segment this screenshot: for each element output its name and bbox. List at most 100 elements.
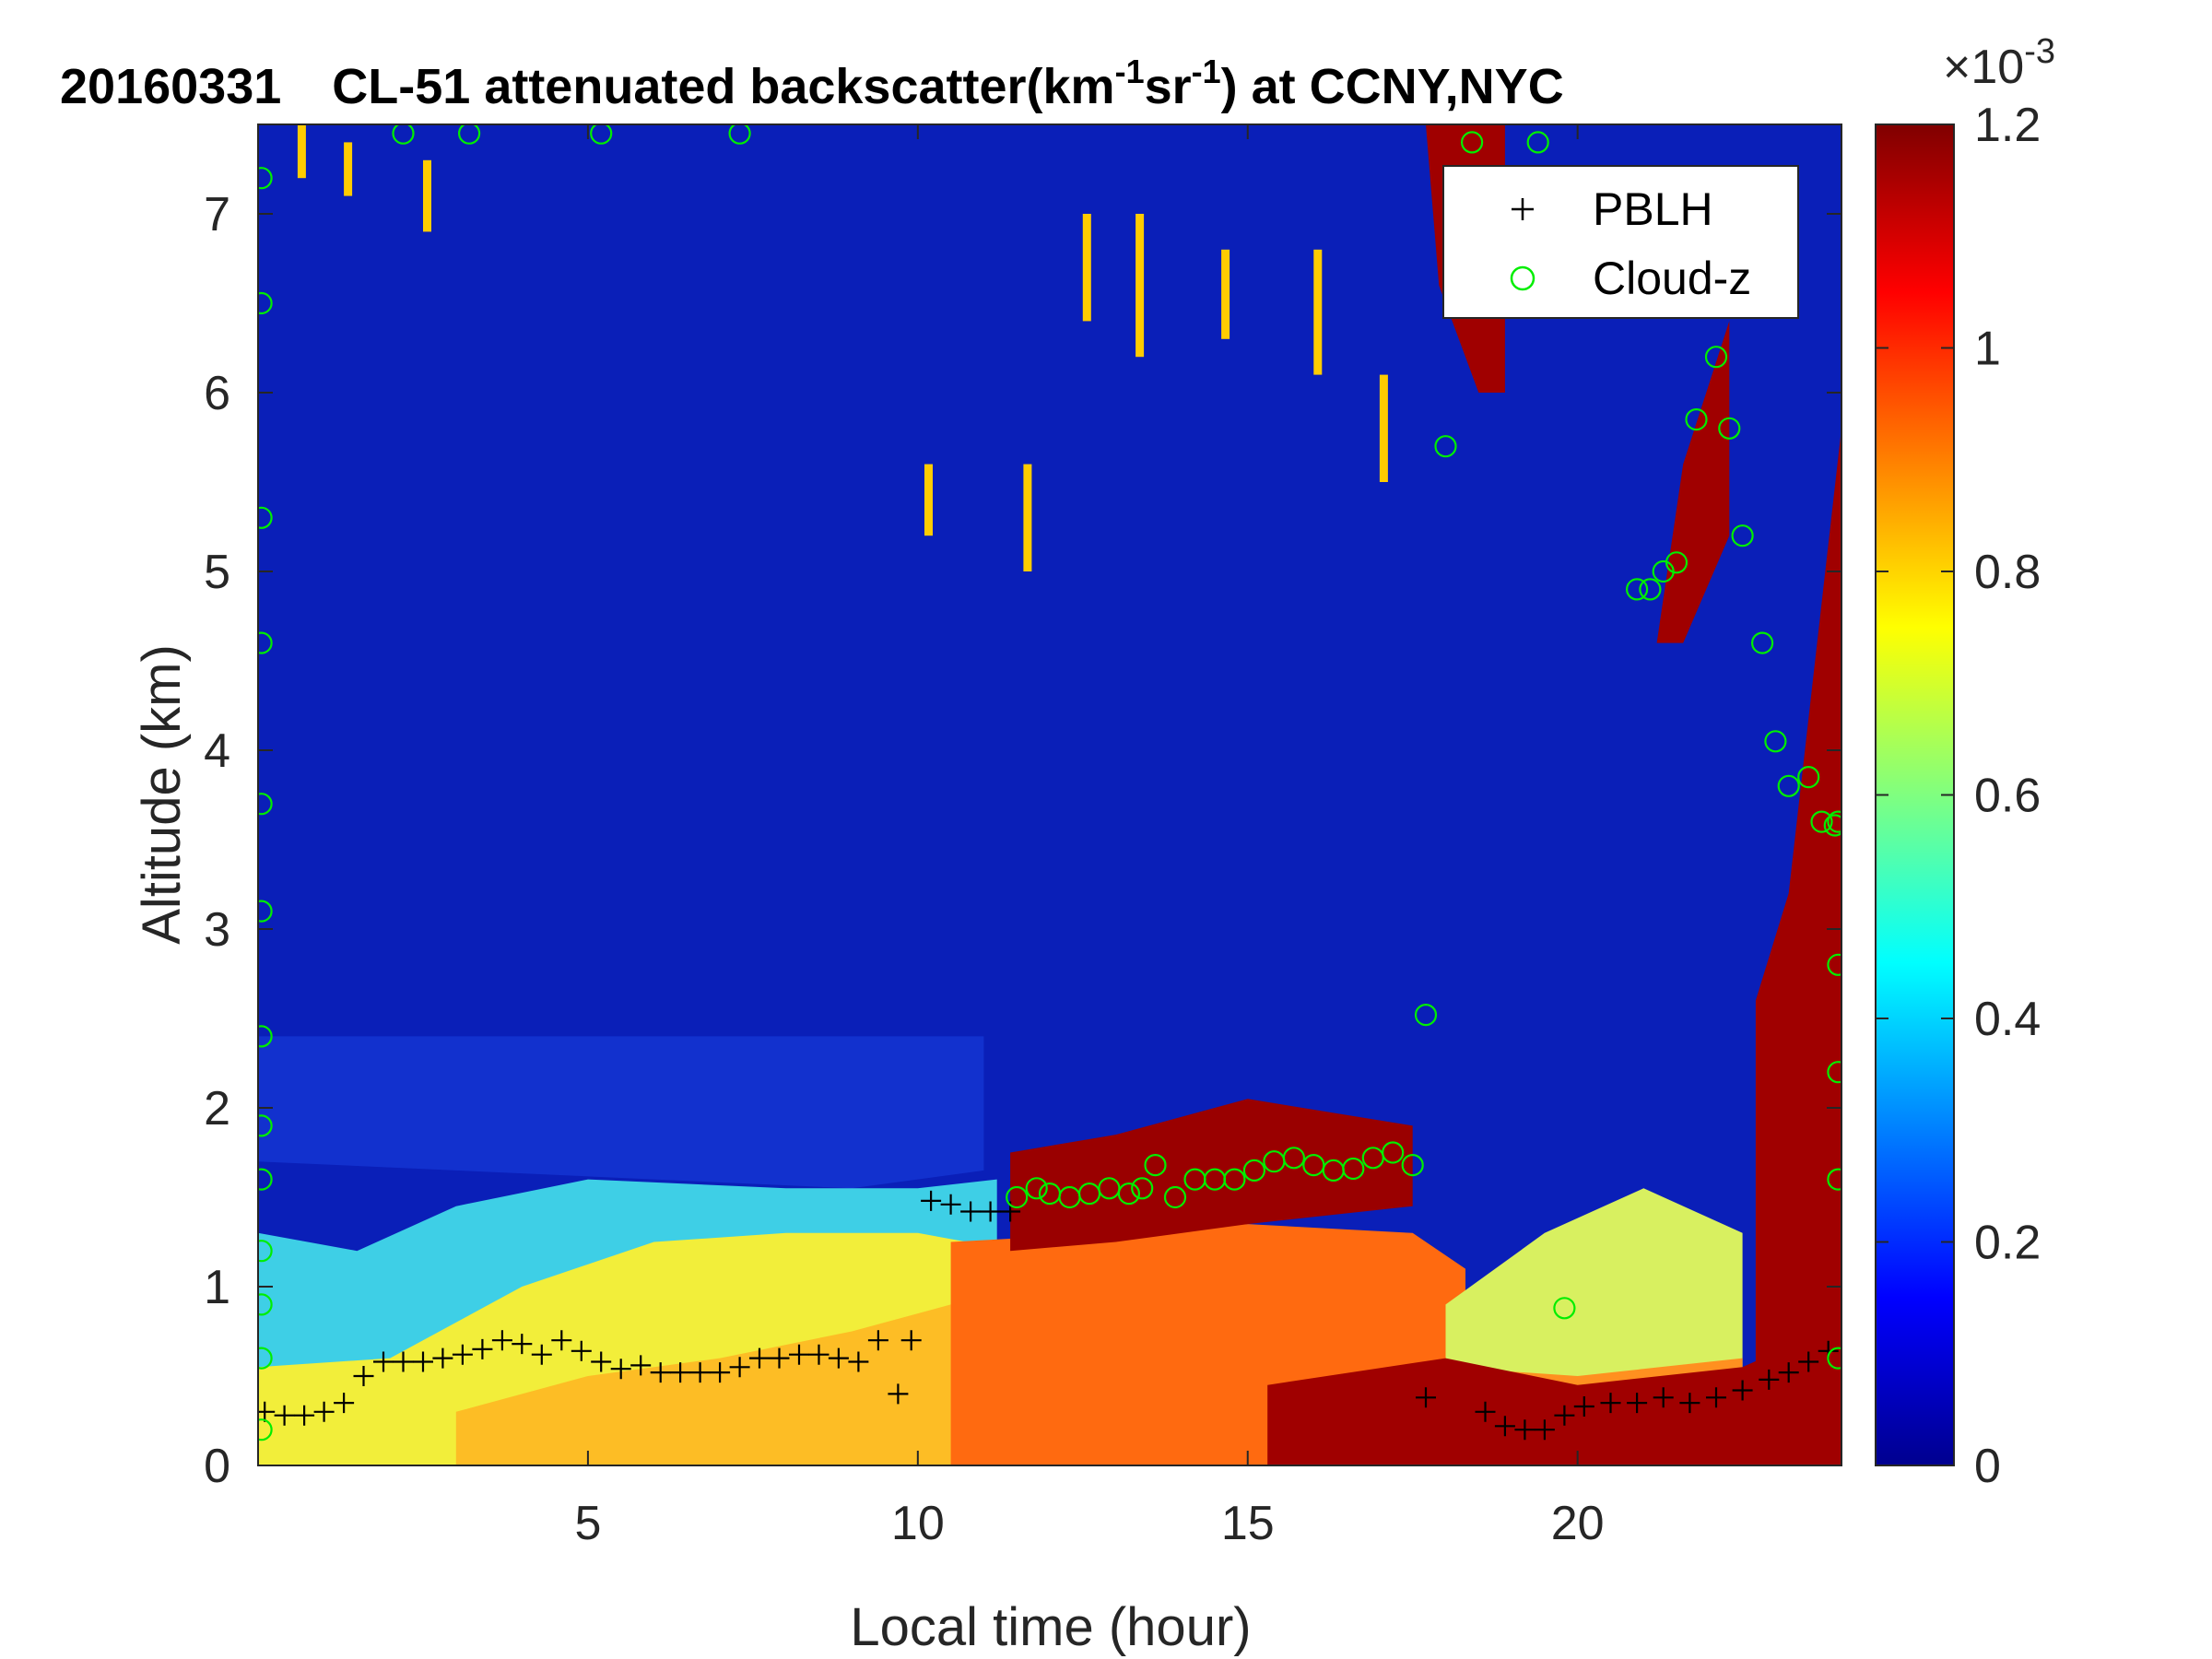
legend: PBLH Cloud-z	[1442, 165, 1799, 319]
y-tick-label: 4	[204, 724, 230, 778]
pblh-marker	[610, 1359, 631, 1380]
pblh-marker	[353, 1366, 374, 1386]
surface-aerosol-orange	[455, 1287, 1018, 1465]
cirrus-streak	[344, 142, 353, 196]
colorbar-tick-label: 1.2	[1974, 99, 2041, 152]
x-tick-label: 20	[1551, 1497, 1605, 1550]
colorbar-tick-label: 0.2	[1974, 1217, 2041, 1270]
pblh-marker	[1798, 1351, 1819, 1372]
y-tick-label: 7	[204, 188, 230, 241]
colorbar-tick-label: 1	[1974, 323, 2001, 376]
x-tick-label: 5	[574, 1497, 601, 1550]
pblh-marker	[828, 1347, 849, 1369]
cloudz-marker	[258, 506, 273, 529]
pblh-marker	[808, 1344, 830, 1365]
title-sup1: -1	[1115, 53, 1145, 90]
title-text: CL-51 attenuated backscatter(km	[332, 59, 1114, 114]
pblh-marker	[789, 1344, 809, 1365]
title-sup2: -1	[1192, 53, 1221, 90]
title-text-mid: sr	[1145, 59, 1192, 114]
colorbar-tick-label: 0	[1974, 1440, 2001, 1493]
pblh-marker	[1778, 1362, 1799, 1383]
colorbar: 0 0.2 0.4 0.6 0.8 1 1.2 ×10-3	[1875, 32, 2055, 1493]
colorbar-exponent-base: ×10	[1943, 41, 2024, 94]
cloudz-marker	[1827, 1061, 1841, 1084]
pblh-marker	[888, 1383, 909, 1405]
cloudz-marker	[1163, 1185, 1187, 1209]
pblh-marker	[491, 1330, 512, 1351]
y-tick-label: 6	[204, 367, 230, 420]
pblh-marker	[1494, 1416, 1515, 1437]
cloudz-marker	[1342, 1157, 1365, 1181]
cloudz-marker	[258, 900, 273, 923]
pblh-marker	[710, 1362, 731, 1383]
heatmap-features	[258, 124, 1841, 1465]
x-axis-label: Local time (hour)	[850, 1597, 1251, 1657]
pblh-marker	[1600, 1393, 1621, 1414]
cloudz-marker	[1117, 1182, 1141, 1206]
pblh-marker	[294, 1405, 315, 1426]
pblh-marker	[1534, 1419, 1555, 1441]
haze-layer	[258, 1036, 984, 1189]
pblh-marker	[650, 1362, 671, 1383]
pblh-marker	[258, 1401, 276, 1422]
pblh-marker	[373, 1351, 394, 1372]
pblh-marker	[1732, 1380, 1753, 1401]
cloudz-marker	[1750, 631, 1774, 654]
x-tick-label: 15	[1221, 1497, 1275, 1550]
legend-pblh-label: PBLH	[1593, 183, 1713, 235]
pblh-marker	[1679, 1393, 1700, 1414]
y-tick-label: 5	[204, 546, 230, 599]
pblh-marker	[900, 1330, 922, 1351]
pblh-marker	[472, 1338, 493, 1359]
y-tick-label: 0	[204, 1440, 230, 1493]
pblh-marker	[1573, 1396, 1594, 1417]
colorbar-gradient	[1875, 124, 1955, 1466]
title-date: 20160331	[60, 59, 281, 114]
pblh-marker	[452, 1344, 473, 1365]
pblh-marker	[1627, 1393, 1648, 1414]
legend-cloudz-marker	[1510, 265, 1535, 291]
cloudz-marker	[258, 1240, 273, 1263]
cloudz-marker	[258, 1114, 273, 1137]
cloudz-marker	[1282, 1147, 1306, 1170]
pblh-marker	[749, 1347, 770, 1369]
cloudz-marker	[1223, 1168, 1246, 1191]
surface-saturation-darkred	[1267, 1322, 1841, 1465]
pblh-marker	[729, 1357, 750, 1378]
cloudz-marker	[1731, 524, 1754, 547]
pblh-marker	[1514, 1419, 1535, 1441]
pblh-marker	[334, 1393, 355, 1414]
cloudz-marker	[1718, 417, 1741, 440]
pblh-marker	[512, 1334, 533, 1355]
pblh-marker	[1759, 1369, 1780, 1390]
legend-pblh-marker	[1512, 198, 1534, 220]
cloudz-marker	[728, 124, 751, 145]
cloudz-marker	[258, 1347, 273, 1370]
pblh-marker	[769, 1347, 790, 1369]
cloudz-marker	[258, 291, 273, 315]
cirrus-streak	[1082, 214, 1091, 322]
cirrus-streak	[1379, 374, 1388, 482]
pblh-marker	[1653, 1387, 1674, 1408]
pblh-marker	[1554, 1405, 1575, 1426]
cloudz-marker	[1639, 578, 1662, 601]
cloudz-marker	[1704, 346, 1728, 369]
colorbar-exponent-power: -3	[2024, 32, 2055, 71]
cloudz-marker	[458, 124, 481, 145]
cirrus-streak	[924, 464, 933, 536]
cirrus-streak	[297, 124, 306, 179]
y-axis-label: Altitude (km)	[132, 644, 192, 945]
cloudz-marker	[1553, 1297, 1576, 1320]
colorbar-tick-label: 0.8	[1974, 546, 2041, 599]
pblh-marker	[630, 1355, 652, 1376]
cirrus-streak	[1313, 249, 1323, 375]
pblh-marker	[921, 1190, 942, 1211]
cloudz-marker	[258, 1168, 273, 1191]
cloudz-marker	[1526, 131, 1549, 154]
cloudz-marker	[1685, 408, 1708, 431]
cloudz-marker	[258, 793, 273, 816]
y-tick-label: 2	[204, 1082, 230, 1135]
colorbar-tick-label: 0.6	[1974, 770, 2041, 823]
cloudz-marker	[1797, 765, 1820, 789]
